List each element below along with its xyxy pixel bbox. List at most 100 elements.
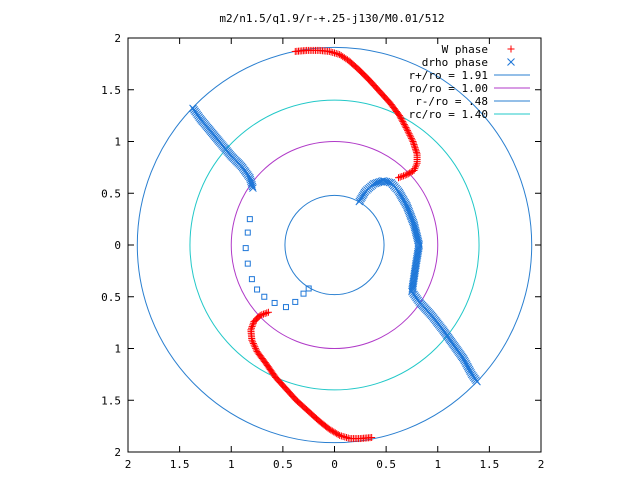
data-point (341, 433, 349, 441)
marker-stroke (411, 264, 420, 273)
reference-circle-2 (284, 194, 385, 296)
data-point (408, 136, 416, 144)
data-point (300, 290, 307, 297)
marker-stroke (409, 276, 418, 284)
data-point (328, 427, 336, 435)
x-tick-label: 2 (538, 458, 545, 471)
data-point (261, 310, 269, 318)
data-point (412, 161, 420, 169)
marker-stroke (246, 175, 255, 184)
marker-stroke (403, 203, 412, 212)
marker-stroke (249, 184, 257, 192)
data-point (242, 245, 249, 252)
marker-stroke (413, 234, 422, 243)
data-point (249, 338, 257, 346)
marker-stroke (380, 177, 389, 186)
marker-stroke (412, 231, 421, 240)
data-point (333, 430, 341, 438)
series-1 (189, 104, 481, 386)
data-point (282, 304, 289, 311)
data-point (406, 131, 414, 139)
marker-stroke (247, 177, 255, 186)
marker-stroke (413, 249, 422, 258)
legend-marker (507, 45, 515, 53)
marker-stroke (414, 246, 423, 254)
data-point (336, 431, 344, 439)
marker-stroke (382, 177, 391, 186)
marker-stroke (460, 356, 469, 365)
marker-stroke (414, 236, 422, 245)
data-point (395, 174, 403, 182)
marker-stroke (248, 182, 257, 191)
data-point (398, 116, 406, 124)
marker-stroke (411, 263, 420, 271)
marker-stroke (412, 230, 421, 238)
data-point (412, 163, 420, 171)
data-point (408, 286, 417, 294)
marker-stroke (408, 217, 417, 226)
marker-stroke (409, 279, 418, 288)
data-point (252, 346, 260, 354)
data-point (337, 432, 345, 440)
data-point (403, 171, 411, 179)
data-point (396, 173, 404, 181)
marker-stroke (466, 367, 475, 376)
marker-stroke (462, 359, 470, 368)
data-point (251, 343, 259, 351)
marker-stroke (406, 211, 415, 219)
y-tick-label: 1.5 (101, 84, 121, 97)
data-point (400, 121, 408, 129)
data-point (305, 285, 312, 292)
data-point (410, 141, 418, 149)
marker-stroke (410, 271, 419, 279)
data-point (403, 125, 411, 133)
y-tick-label: 1 (114, 343, 121, 356)
legend-label: r-/ro = .48 (415, 95, 488, 108)
marker-stroke (413, 253, 422, 261)
data-point (368, 434, 376, 442)
series-2 (242, 216, 312, 311)
chart-title: m2/n1.5/q1.9/r-+.25-j130/M0.01/512 (219, 12, 444, 25)
marker-stroke (410, 223, 419, 232)
marker-stroke (409, 277, 418, 286)
marker-stroke (507, 58, 515, 66)
marker-stroke (385, 178, 394, 187)
marker-stroke (411, 261, 420, 270)
marker-stroke (413, 254, 421, 263)
marker-stroke (384, 178, 392, 186)
data-point (244, 260, 251, 267)
marker-stroke (409, 281, 417, 289)
data-point (264, 308, 272, 316)
data-point (331, 429, 339, 437)
data-point (259, 310, 267, 318)
marker-stroke (411, 266, 419, 275)
data-point (407, 168, 415, 176)
data-point (402, 124, 410, 132)
data-point (396, 112, 404, 120)
marker-stroke (404, 206, 413, 215)
data-point (409, 167, 417, 175)
data-point (407, 134, 415, 142)
marker-stroke (410, 274, 418, 283)
marker-stroke (404, 204, 412, 213)
data-point (339, 432, 347, 440)
marker-stroke (414, 244, 423, 253)
axis-ticks: 2 1.5 1 0.5 0 0.5 1 1.5 221.510.500.511.52 (101, 32, 544, 471)
data-point (401, 171, 409, 179)
data-point (249, 339, 257, 347)
data-point (325, 47, 333, 55)
data-point (250, 341, 258, 349)
y-tick-label: 2 (114, 446, 121, 459)
legend-label: drho phase (422, 56, 488, 69)
data-point (263, 309, 271, 317)
legend-label: r+/ro = 1.91 (409, 69, 488, 82)
data-point (331, 49, 338, 57)
legend-label: rc/ro = 1.40 (409, 108, 488, 121)
marker-stroke (465, 365, 474, 374)
y-tick-label: 0.5 (101, 291, 121, 304)
legend-label: W phase (442, 43, 488, 56)
marker-stroke (247, 179, 256, 187)
marker-stroke (405, 208, 414, 216)
marker-stroke (410, 267, 419, 276)
